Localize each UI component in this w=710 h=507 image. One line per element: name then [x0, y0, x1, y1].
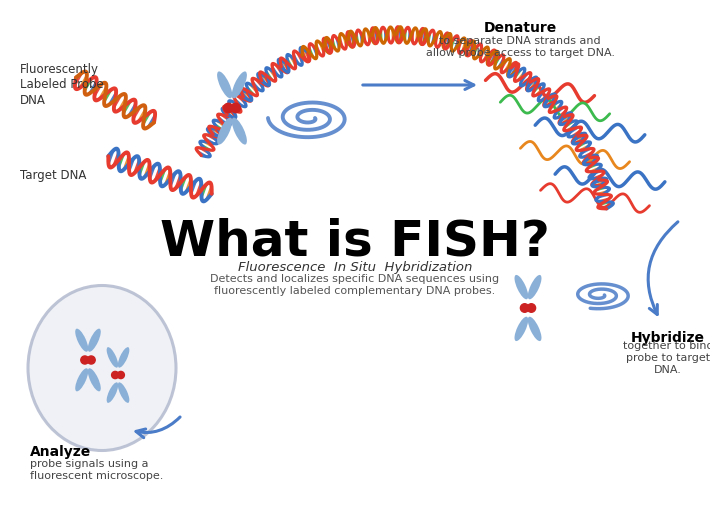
Text: Hybridize: Hybridize — [631, 331, 705, 345]
Ellipse shape — [118, 347, 129, 368]
Ellipse shape — [75, 368, 88, 391]
Text: to separate DNA strands and
allow probe access to target DNA.: to separate DNA strands and allow probe … — [425, 36, 614, 58]
Circle shape — [231, 103, 241, 113]
Ellipse shape — [217, 118, 232, 144]
Ellipse shape — [28, 285, 176, 451]
Text: together to bind
probe to target
DNA.: together to bind probe to target DNA. — [623, 341, 710, 375]
Circle shape — [81, 356, 89, 364]
Text: Analyze: Analyze — [30, 445, 92, 459]
Text: Denature: Denature — [484, 21, 557, 35]
Ellipse shape — [231, 71, 247, 98]
Text: Fluorescently
Labeled Probe
DNA: Fluorescently Labeled Probe DNA — [20, 63, 104, 106]
Circle shape — [87, 356, 95, 364]
Ellipse shape — [118, 382, 129, 403]
Ellipse shape — [217, 71, 232, 98]
Ellipse shape — [88, 368, 101, 391]
Text: Target DNA: Target DNA — [20, 168, 87, 182]
Text: What is FISH?: What is FISH? — [160, 218, 550, 266]
Ellipse shape — [231, 118, 247, 144]
Ellipse shape — [528, 317, 542, 341]
Ellipse shape — [515, 317, 528, 341]
Ellipse shape — [106, 347, 118, 368]
Text: Fluorescence  In Situ  Hybridization: Fluorescence In Situ Hybridization — [238, 262, 472, 274]
Circle shape — [117, 372, 124, 379]
Circle shape — [111, 372, 119, 379]
Text: Detects and localizes specific DNA sequences using
fluorescently labeled complem: Detects and localizes specific DNA seque… — [210, 274, 500, 296]
Ellipse shape — [528, 275, 542, 299]
Ellipse shape — [106, 382, 118, 403]
Ellipse shape — [515, 275, 528, 299]
Circle shape — [527, 304, 535, 312]
Ellipse shape — [88, 329, 101, 352]
Text: probe signals using a
fluorescent microscope.: probe signals using a fluorescent micros… — [30, 459, 163, 481]
Circle shape — [224, 103, 233, 113]
Circle shape — [520, 304, 529, 312]
Ellipse shape — [75, 329, 88, 352]
